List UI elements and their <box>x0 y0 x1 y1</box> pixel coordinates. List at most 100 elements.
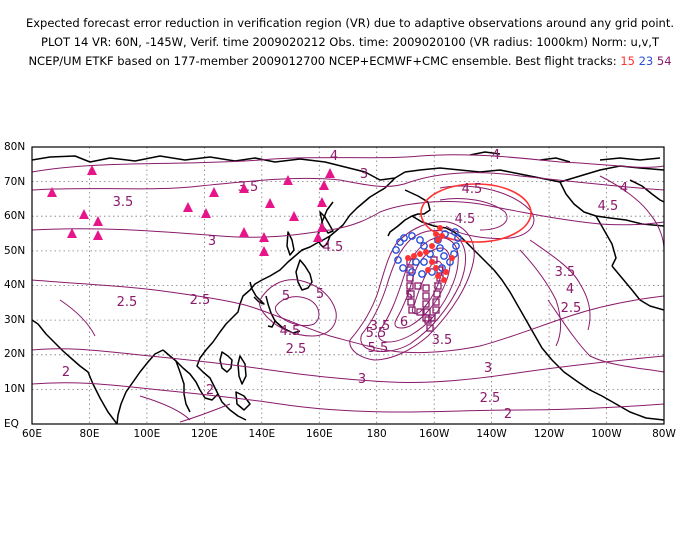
track-23-point <box>451 228 459 236</box>
track-54-point <box>406 266 414 274</box>
contour-label: 3.5 <box>555 265 576 280</box>
contour-label: 3.5 <box>113 195 134 210</box>
track-23-point <box>452 242 460 250</box>
contour-label: 5.5 <box>366 326 387 341</box>
lon-label: 140W <box>476 428 507 440</box>
track-54-point <box>422 284 430 292</box>
lat-label: EQ <box>4 418 19 430</box>
lat-label: 80N <box>4 141 25 153</box>
track-23-point <box>408 268 416 276</box>
track-54-point <box>407 298 415 306</box>
raob-marker <box>317 222 327 232</box>
lon-label: 120E <box>191 428 218 440</box>
track-label-23: 23 <box>638 54 654 68</box>
track-15-point <box>429 243 435 249</box>
track-54-point <box>416 308 424 316</box>
raob-markers <box>47 165 335 256</box>
contour-label: 3 <box>484 361 492 376</box>
longitude-labels: 60E 80E 100E 120E 140E 160E 180 160W 140W 120W 100… <box>22 428 676 440</box>
raob-marker <box>67 228 77 238</box>
contour-label: 3 <box>208 234 216 249</box>
contour-label: 5 <box>282 289 290 304</box>
track-15-point <box>435 273 441 279</box>
track-54-point <box>424 316 432 324</box>
raob-marker <box>93 216 103 226</box>
latitude-labels: 80N 70N 60N 50N 40N 30N 20N 10N EQ <box>4 141 25 430</box>
contour-label: 5 <box>316 287 324 302</box>
verification-region-circle <box>420 183 532 243</box>
track-23-point <box>392 246 400 254</box>
lat-label: 70N <box>4 176 25 188</box>
coastlines <box>32 151 664 424</box>
contour-label: 2.5 <box>190 293 211 308</box>
header-ensemble-info: NCEP/UM ETKF based on 177-member 2009012… <box>0 52 700 71</box>
header-title: Expected forecast error reduction in ver… <box>25 16 675 30</box>
track-23-point <box>399 264 407 272</box>
contour-label: 3 <box>358 372 366 387</box>
contour-label: 4 <box>492 148 500 163</box>
track-54-point <box>428 314 436 322</box>
track-54-point <box>434 282 442 290</box>
track-15-point <box>405 255 411 261</box>
lon-label: 160E <box>306 428 333 440</box>
track-15-point <box>437 225 443 231</box>
track-15-point <box>439 233 445 239</box>
raob-marker <box>259 232 269 242</box>
track-23-point <box>394 256 402 264</box>
track-54-point <box>422 292 430 300</box>
header-ensemble-text: NCEP/UM ETKF based on 177-member 2009012… <box>28 54 621 68</box>
track-15-point <box>433 231 439 237</box>
track-15-point <box>417 251 423 257</box>
track-54-point <box>408 306 416 314</box>
lon-label: 100E <box>134 428 161 440</box>
track-15-point <box>435 237 441 243</box>
lat-label: 60N <box>4 210 25 222</box>
raob-marker <box>239 227 249 237</box>
raob-marker <box>319 180 329 190</box>
contour-label: 2 <box>504 407 512 422</box>
track-54-point <box>432 298 440 306</box>
track-23-point <box>400 234 408 242</box>
lon-label: 80E <box>80 428 100 440</box>
contour-label: 4 <box>620 181 628 196</box>
raob-marker <box>87 165 97 175</box>
raob-marker <box>47 187 57 197</box>
contour-label: 4.5 <box>462 182 483 197</box>
track-54-point <box>414 282 422 290</box>
contour-label: 4 <box>566 282 574 297</box>
track-23-point <box>454 234 462 242</box>
lat-label: 20N <box>4 348 25 360</box>
track-54-point <box>406 282 414 290</box>
lon-label: 100W <box>591 428 622 440</box>
raob-marker <box>317 197 327 207</box>
track-15-point <box>441 277 447 283</box>
track-54-point <box>422 300 430 308</box>
lon-label: 120W <box>534 428 565 440</box>
track-54-point <box>432 306 440 314</box>
track-15-point <box>425 267 431 273</box>
raob-marker <box>79 209 89 219</box>
contour-label: 6 <box>400 315 408 330</box>
raob-marker <box>259 246 269 256</box>
track-23-point <box>420 258 428 266</box>
contour-label: 5.5 <box>368 341 389 356</box>
raob-marker <box>209 187 219 197</box>
track-15-point <box>411 253 417 259</box>
track-23-point <box>418 270 426 278</box>
track-15-point <box>423 249 429 255</box>
contour-label: 2.5 <box>561 301 582 316</box>
contour-label: 3 <box>360 167 368 182</box>
contour-label: 4.5 <box>455 212 476 227</box>
contour-label: 2 <box>62 365 70 380</box>
contour-label: 3.5 <box>370 319 391 334</box>
contour-label: 4.5 <box>323 240 344 255</box>
contour-label: 2.5 <box>480 391 501 406</box>
track-23-point <box>420 242 428 250</box>
plot-header: Expected forecast error reduction in ver… <box>0 14 700 71</box>
track-23-point <box>412 258 420 266</box>
raob-marker <box>93 230 103 240</box>
track-23-point <box>436 244 444 252</box>
raob-marker <box>183 202 193 212</box>
lat-label: 50N <box>4 245 25 257</box>
